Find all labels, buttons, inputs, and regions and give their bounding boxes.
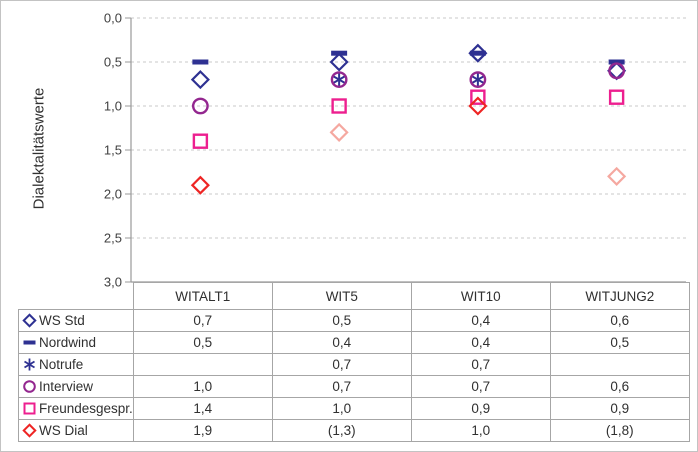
marker-ws-dial bbox=[190, 175, 210, 195]
value-cell: 0,4 bbox=[271, 331, 412, 354]
marker-interview bbox=[469, 71, 487, 89]
value-cell: 1,9 bbox=[132, 419, 273, 442]
legend-label: WS Std bbox=[39, 313, 85, 328]
marker-ws-dial bbox=[329, 122, 349, 142]
dash-legend-icon bbox=[23, 340, 36, 345]
marker-ws-dial bbox=[607, 166, 627, 186]
legend-glyph bbox=[23, 402, 36, 415]
asterisk-legend-icon bbox=[24, 358, 35, 371]
value-cell: 1,0 bbox=[410, 419, 551, 442]
legend-label: Freundesgespr. bbox=[39, 401, 133, 416]
marker-interview bbox=[608, 62, 626, 80]
value-cell bbox=[549, 353, 690, 376]
marker-interview bbox=[330, 71, 348, 89]
marker-notrufe bbox=[470, 74, 485, 85]
value-cell: (1,3) bbox=[271, 419, 412, 442]
column-header-wit5: WIT5 bbox=[271, 282, 412, 310]
value-cell: 0,5 bbox=[271, 309, 412, 332]
column-header-witalt1: WITALT1 bbox=[132, 282, 273, 310]
marker-interview bbox=[191, 97, 209, 115]
column-header-wit10: WIT10 bbox=[410, 282, 551, 310]
square-legend-icon bbox=[23, 402, 36, 415]
value-cell: 0,5 bbox=[549, 331, 690, 354]
legend-glyph bbox=[23, 340, 36, 345]
table-row: Notrufe 0,7 0,7 bbox=[18, 353, 690, 376]
value-cell: 0,7 bbox=[271, 353, 412, 376]
marker-nordwind bbox=[469, 50, 486, 56]
legend-cell-freundesgespr-: Freundesgespr. bbox=[18, 397, 134, 420]
y-tick-label: 3,0 bbox=[104, 275, 122, 290]
table-header-row: WITALT1 WIT5 WIT10 WITJUNG2 bbox=[19, 282, 690, 310]
value-cell: (1,8) bbox=[549, 419, 690, 442]
table-row: Freundesgespr. 1,4 1,0 0,9 0,9 bbox=[18, 397, 690, 420]
marker-nordwind bbox=[608, 59, 625, 65]
marker-freundesgespr- bbox=[470, 89, 486, 105]
marker-nordwind bbox=[331, 50, 348, 56]
data-table: WITALT1 WIT5 WIT10 WITJUNG2 WS Std 0,7 0,5 0,4… bbox=[18, 282, 690, 442]
legend-glyph bbox=[24, 360, 35, 369]
marker-ws-std bbox=[329, 52, 349, 72]
value-cell: 0,6 bbox=[549, 309, 690, 332]
legend-cell-ws-std: WS Std bbox=[18, 309, 134, 332]
y-tick-label: 2,0 bbox=[104, 187, 122, 202]
value-cell: 0,4 bbox=[410, 331, 551, 354]
column-header-witjung2: WITJUNG2 bbox=[549, 282, 690, 310]
table-row: WS Dial 1,9 (1,3) 1,0 (1,8) bbox=[18, 419, 690, 442]
value-cell: 0,7 bbox=[132, 309, 273, 332]
legend-glyph bbox=[22, 313, 37, 328]
value-cell: 0,5 bbox=[132, 331, 273, 354]
marker-notrufe bbox=[332, 74, 347, 85]
value-cell: 1,0 bbox=[132, 375, 273, 398]
legend-label: Nordwind bbox=[39, 335, 97, 350]
legend-cell-notrufe: Notrufe bbox=[18, 353, 134, 376]
legend-cell-nordwind: Nordwind bbox=[18, 331, 134, 354]
scatter-plot-area: 0,0 0,5 1,0 1,5 2,0 2,5 3,0 bbox=[104, 11, 686, 290]
y-tick-label: 0,0 bbox=[104, 11, 122, 26]
y-tick-label: 2,5 bbox=[104, 231, 122, 246]
legend-cell-ws-dial: WS Dial bbox=[18, 419, 134, 442]
value-cell: 1,4 bbox=[132, 397, 273, 420]
legend-label: WS Dial bbox=[39, 423, 88, 438]
marker-freundesgespr- bbox=[192, 133, 209, 149]
marker-freundesgespr- bbox=[608, 89, 625, 105]
legend-label: Interview bbox=[39, 379, 94, 394]
y-tick-label: 1,0 bbox=[104, 99, 122, 114]
marker-ws-dial bbox=[468, 96, 488, 116]
value-cell: 1,0 bbox=[271, 397, 412, 420]
marker-ws-std bbox=[468, 43, 488, 63]
value-cell: 0,7 bbox=[410, 375, 551, 398]
table-corner-cell bbox=[19, 283, 134, 310]
table-row: Nordwind 0,5 0,4 0,4 0,5 bbox=[18, 331, 690, 354]
marker-ws-std bbox=[190, 70, 210, 90]
legend-glyph bbox=[23, 380, 36, 393]
circle-legend-icon bbox=[23, 380, 36, 393]
table-row: Interview 1,0 0,7 0,7 0,6 bbox=[18, 375, 690, 398]
marker-nordwind bbox=[192, 59, 209, 65]
value-cell bbox=[132, 353, 273, 376]
y-tick-label: 0,5 bbox=[104, 55, 122, 70]
marker-freundesgespr- bbox=[331, 98, 347, 114]
legend-cell-interview: Interview bbox=[18, 375, 134, 398]
value-cell: 0,9 bbox=[410, 397, 551, 420]
legend-glyph bbox=[22, 423, 37, 438]
diamond-legend-icon bbox=[22, 423, 37, 438]
value-cell: 0,7 bbox=[410, 353, 551, 376]
y-tick-label: 1,5 bbox=[104, 143, 122, 158]
legend-label: Notrufe bbox=[39, 357, 84, 372]
value-cell: 0,4 bbox=[410, 309, 551, 332]
value-cell: 0,6 bbox=[549, 375, 690, 398]
diamond-legend-icon bbox=[22, 313, 37, 328]
value-cell: 0,9 bbox=[549, 397, 690, 420]
table-row: WS Std 0,7 0,5 0,4 0,6 bbox=[18, 309, 690, 332]
value-cell: 0,7 bbox=[271, 375, 412, 398]
